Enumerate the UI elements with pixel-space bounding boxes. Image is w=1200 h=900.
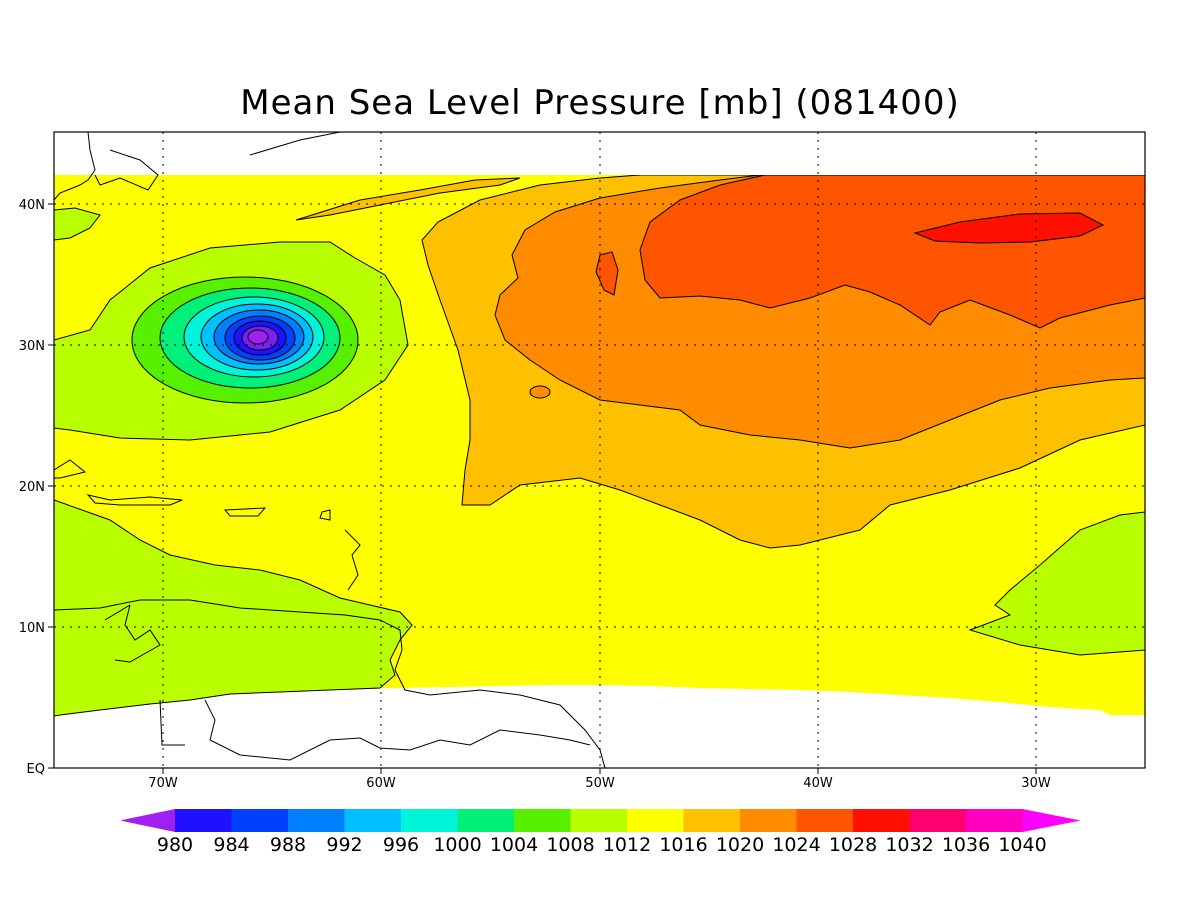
colorbar-label: 988 [270,834,306,856]
region-1020-blob [529,385,551,399]
y-axis: EQ 10N 20N 30N 40N [19,198,54,777]
colorbar-label: 1028 [829,834,877,856]
low-ring-center [247,329,269,345]
y-tick-label: 40N [19,198,45,213]
colorbar-label: 1008 [546,834,594,856]
region-1008-west [54,499,413,717]
colorbar-swatch [853,809,910,832]
missing-data-top [54,132,1145,175]
coastlines [54,132,606,768]
map-title: Mean Sea Level Pressure [mb] (081400) [240,83,960,123]
map-grid [54,132,1145,768]
region-1024-island [595,251,619,296]
region-1028 [913,212,1105,244]
x-tick-label: 60W [366,776,396,791]
colorbar-label: 1012 [603,834,651,856]
colorbar-label: 1040 [998,834,1046,856]
y-tick-label: 30N [19,339,45,354]
x-tick-label: 50W [585,776,615,791]
colorbar-swatch [457,809,515,832]
colorbar-label: 1036 [942,834,990,856]
y-tick-label: EQ [27,762,45,777]
y-tick-label: 10N [19,621,45,636]
colorbar-swatch [344,809,402,832]
y-tick-label: 20N [19,480,45,495]
x-tick-label: 40W [803,776,833,791]
colorbar-arrow-high [1022,809,1081,832]
region-1008-nw [54,207,101,241]
colorbar-label: 980 [157,834,193,856]
colorbar-swatch [231,809,289,832]
x-axis: 70W 60W 50W 40W 30W [148,768,1051,791]
colorbar-label: 992 [326,834,362,856]
colorbar-label: 1000 [433,834,481,856]
x-tick-label: 70W [148,776,178,791]
region-1016-streak [295,177,521,221]
colorbar-swatch [796,809,854,832]
colorbar-swatch [683,809,741,832]
colorbar-swatch [401,809,458,832]
region-1024 [639,174,1145,329]
colorbar: 980 984 988 992 996 1000 1004 1008 1012 1016 1020 1… [120,809,1081,856]
colorbar-label: 996 [383,834,419,856]
region-1008-east [968,511,1145,656]
plot-area [54,132,1145,768]
colorbar-arrow-low [120,809,175,832]
colorbar-label: 1032 [885,834,933,856]
colorbar-label: 1004 [490,834,538,856]
x-tick-label: 30W [1021,776,1051,791]
colorbar-swatch [514,809,571,832]
colorbar-label: 984 [213,834,249,856]
colorbar-swatch [740,809,797,832]
colorbar-label: 1016 [659,834,707,856]
colorbar-swatch [909,809,967,832]
colorbar-swatch [175,809,232,832]
colorbar-swatch [627,809,684,832]
colorbar-swatch [288,809,345,832]
colorbar-label: 1024 [772,834,820,856]
colorbar-swatch [966,809,1023,832]
colorbar-label: 1020 [716,834,764,856]
colorbar-swatch [570,809,628,832]
